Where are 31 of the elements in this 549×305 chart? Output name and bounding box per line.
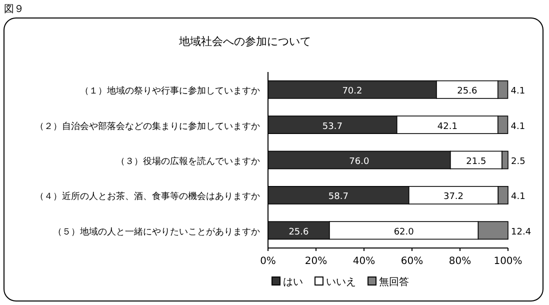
legend-label: はい bbox=[283, 277, 303, 288]
caption: 図９ bbox=[4, 4, 24, 15]
y-tick-label: （３）役場の広報を読んでいますか bbox=[116, 156, 260, 167]
x-tick-label: 60% bbox=[400, 256, 424, 267]
data-label: 2.5 bbox=[511, 157, 526, 167]
data-label: 53.7 bbox=[322, 122, 342, 132]
data-label: 21.5 bbox=[466, 157, 486, 167]
y-tick-label: （１）地域の祭りや行事に参加していますか bbox=[80, 86, 260, 97]
chart-title: 地域社会への参加について bbox=[178, 35, 311, 48]
data-label: 62.0 bbox=[394, 227, 414, 238]
x-tick-label: 100% bbox=[494, 256, 522, 267]
data-label: 25.6 bbox=[457, 86, 478, 97]
data-label: 4.1 bbox=[510, 86, 526, 97]
data-label: 76.0 bbox=[349, 157, 370, 167]
data-label: 58.7 bbox=[328, 192, 348, 202]
x-tick-label: 80% bbox=[448, 256, 472, 267]
data-label: 12.4 bbox=[511, 227, 532, 238]
data-label: 37.2 bbox=[443, 192, 464, 202]
data-label: 4.1 bbox=[511, 192, 526, 202]
y-tick-label: （５）地域の人と一緒にやりたいことがありますか bbox=[53, 226, 260, 238]
x-tick-label: 20% bbox=[304, 256, 328, 267]
x-tick-label: 0% bbox=[260, 256, 276, 267]
data-label: 25.6 bbox=[288, 227, 310, 238]
legend-label: 無回答 bbox=[379, 276, 409, 288]
data-label: 70.2 bbox=[342, 86, 362, 97]
legend-label: いいえ bbox=[326, 277, 356, 288]
x-tick-label: 40% bbox=[352, 256, 376, 267]
data-label: 4.1 bbox=[510, 122, 526, 132]
y-tick-label: （２）自治会や部落会などの集まりに参加していますか bbox=[35, 120, 260, 132]
y-tick-label: （４）近所の人とお茶、酒、食事等の機会はありますか bbox=[35, 191, 260, 202]
data-label: 42.1 bbox=[437, 122, 458, 132]
